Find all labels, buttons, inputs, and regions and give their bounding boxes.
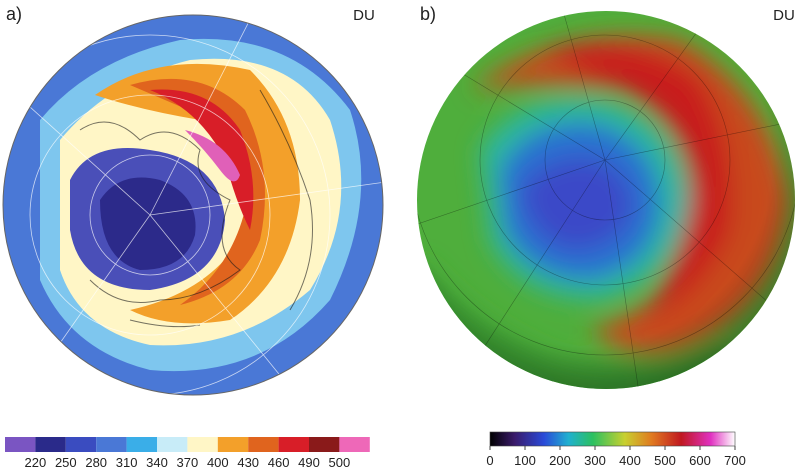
- map-b: [417, 11, 795, 389]
- colorbar-tick-label: 280: [85, 455, 107, 470]
- colorbar-a: [5, 437, 370, 452]
- colorbar-tick-label: 400: [619, 453, 641, 468]
- colorbar-tick-label: 460: [268, 455, 290, 470]
- colorbar-tick-label: 200: [549, 453, 571, 468]
- panel-label: b): [420, 4, 436, 24]
- colorbar-swatch: [35, 437, 66, 452]
- colorbar-tick-label: 500: [654, 453, 676, 468]
- colorbar-swatch: [65, 437, 97, 452]
- colorbar-tick-label: 0: [486, 453, 493, 468]
- colorbar-tick-label: 600: [689, 453, 711, 468]
- colorbar-b: [489, 431, 736, 447]
- colorbar-swatch: [339, 437, 370, 452]
- map-a-outline: [2, 14, 384, 396]
- panel-label: a): [6, 4, 22, 24]
- unit-label: DU: [353, 7, 375, 24]
- colorbar-swatch: [309, 437, 340, 452]
- map-a: [3, 15, 383, 395]
- colorbar-swatch: [278, 437, 309, 452]
- colorbar-tick-label: 500: [329, 455, 351, 470]
- colorbar-swatch: [96, 437, 127, 452]
- colorbar-tick-label: 400: [207, 455, 229, 470]
- colorbar-tick-label: 300: [584, 453, 606, 468]
- colorbar-swatch: [217, 437, 249, 452]
- colorbar-tick-label: 100: [514, 453, 536, 468]
- colorbar-tick-label: 220: [25, 455, 47, 470]
- colorbar-tick-label: 430: [237, 455, 259, 470]
- unit-label: DU: [773, 7, 795, 24]
- colorbar-tick-label: 490: [298, 455, 320, 470]
- colorbar-swatch: [248, 437, 279, 452]
- colorbar-tick-label: 700: [724, 453, 746, 468]
- colorbar-swatch: [5, 437, 36, 452]
- colorbar-tick-label: 370: [177, 455, 199, 470]
- colorbar-tick-label: 340: [146, 455, 168, 470]
- colorbar-tick-label: 250: [55, 455, 77, 470]
- colorbar-tick-label: 310: [116, 455, 138, 470]
- colorbar-swatch: [126, 437, 157, 452]
- colorbar-swatch: [187, 437, 218, 452]
- colorbar-swatch: [157, 437, 188, 452]
